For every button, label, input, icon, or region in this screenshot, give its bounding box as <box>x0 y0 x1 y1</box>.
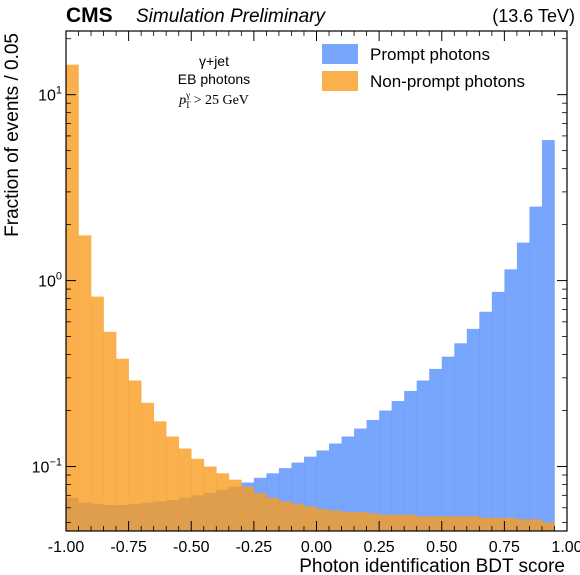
bar-prompt-photons-30 <box>441 356 455 531</box>
bar-non-prompt-photons-4 <box>116 358 129 531</box>
bar-non-prompt-photons-22 <box>341 511 355 531</box>
x-tick-label: -0.50 <box>173 539 210 556</box>
energy-label: (13.6 TeV) <box>492 6 575 26</box>
bar-non-prompt-photons-23 <box>354 511 367 531</box>
bar-non-prompt-photons-20 <box>316 509 330 531</box>
bar-non-prompt-photons-6 <box>141 402 154 531</box>
bar-non-prompt-photons-19 <box>303 506 317 531</box>
annotation-cut: pγ T > 25 GeV <box>178 90 249 110</box>
bar-prompt-photons-24 <box>366 419 380 531</box>
histogram-bars <box>66 64 555 532</box>
bar-prompt-photons-33 <box>479 311 493 531</box>
bar-non-prompt-photons-36 <box>516 519 530 531</box>
bar-prompt-photons-35 <box>504 269 518 531</box>
annotation-cut-value: > 25 GeV <box>194 93 249 108</box>
bar-non-prompt-photons-33 <box>479 517 493 531</box>
status-label: Simulation Preliminary <box>136 6 327 27</box>
bar-non-prompt-photons-8 <box>166 436 180 531</box>
bar-non-prompt-photons-14 <box>241 486 255 531</box>
cms-label: CMS <box>66 4 113 27</box>
y-axis-label: Fraction of events / 0.05 <box>2 33 23 237</box>
x-tick-label: 0.75 <box>489 539 520 556</box>
bar-non-prompt-photons-29 <box>429 516 443 531</box>
bar-prompt-photons-25 <box>379 410 392 531</box>
bar-non-prompt-photons-5 <box>128 380 142 531</box>
legend-swatch-nonprompt <box>322 71 358 91</box>
x-axis-label: Photon identification BDT score <box>299 556 565 575</box>
x-tick-label: 1.00 <box>551 539 580 556</box>
bar-prompt-photons-26 <box>391 401 405 531</box>
bar-prompt-photons-37 <box>529 206 543 532</box>
annotation-region: EB photons <box>178 71 250 87</box>
bar-non-prompt-photons-17 <box>278 501 292 531</box>
legend-swatch-prompt <box>322 44 358 64</box>
bar-non-prompt-photons-7 <box>153 421 167 531</box>
bar-non-prompt-photons-21 <box>329 510 342 531</box>
y-tick-label: 100 <box>38 271 62 291</box>
bar-non-prompt-photons-3 <box>103 331 117 531</box>
bar-non-prompt-photons-15 <box>253 493 267 531</box>
legend-label-nonprompt: Non-prompt photons <box>370 72 525 91</box>
bar-non-prompt-photons-25 <box>379 514 392 531</box>
bar-non-prompt-photons-11 <box>203 466 217 531</box>
bar-prompt-photons-22 <box>341 436 355 531</box>
bar-prompt-photons-38 <box>541 140 555 531</box>
bar-non-prompt-photons-9 <box>178 448 192 531</box>
annotation-cut-sub: T <box>185 100 191 110</box>
bar-prompt-photons-32 <box>466 328 480 531</box>
bar-prompt-photons-28 <box>416 380 430 531</box>
legend: Prompt photons Non-prompt photons <box>322 44 525 91</box>
bar-non-prompt-photons-16 <box>266 497 280 531</box>
bar-non-prompt-photons-37 <box>529 519 543 531</box>
x-tick-label: 0.50 <box>426 539 457 556</box>
bar-non-prompt-photons-30 <box>441 516 455 531</box>
bar-non-prompt-photons-1 <box>78 235 92 531</box>
annotation-cut-p: p <box>178 93 186 108</box>
bar-non-prompt-photons-26 <box>391 514 405 531</box>
x-tick-label: -1.00 <box>48 539 85 556</box>
bar-non-prompt-photons-0 <box>66 64 79 531</box>
bar-prompt-photons-23 <box>354 428 367 531</box>
bar-non-prompt-photons-24 <box>366 513 380 531</box>
y-tick-label: 10−1 <box>32 457 62 477</box>
bar-non-prompt-photons-10 <box>191 458 205 531</box>
bar-prompt-photons-34 <box>491 291 505 531</box>
bar-non-prompt-photons-28 <box>416 516 430 531</box>
bar-non-prompt-photons-13 <box>228 479 242 531</box>
bar-non-prompt-photons-2 <box>91 296 104 531</box>
annotation-cut-sup: γ <box>185 90 190 100</box>
x-tick-label: 0.25 <box>364 539 395 556</box>
axis-ticks: -1.00 -0.75 -0.50 -0.25 0.00 0.25 0.50 0.75 1.00… <box>32 31 580 556</box>
legend-label-prompt: Prompt photons <box>370 45 490 64</box>
bar-non-prompt-photons-38 <box>541 522 555 531</box>
bar-non-prompt-photons-32 <box>466 516 480 531</box>
x-tick-label: 0.00 <box>301 539 332 556</box>
bar-non-prompt-photons-34 <box>491 517 505 531</box>
bar-non-prompt-photons-31 <box>454 516 468 531</box>
x-tick-label: -0.75 <box>110 539 147 556</box>
bar-non-prompt-photons-35 <box>504 517 518 531</box>
bar-non-prompt-photons-27 <box>404 514 417 531</box>
bar-prompt-photons-29 <box>429 368 443 531</box>
y-tick-label: 101 <box>38 85 62 105</box>
annotation-process: γ+jet <box>199 53 229 69</box>
bar-prompt-photons-21 <box>329 443 342 531</box>
bar-prompt-photons-27 <box>404 390 417 531</box>
bar-prompt-photons-31 <box>454 343 468 531</box>
bar-prompt-photons-36 <box>516 242 530 531</box>
bar-non-prompt-photons-18 <box>291 503 305 531</box>
x-tick-label: -0.25 <box>236 539 273 556</box>
bar-non-prompt-photons-12 <box>216 473 230 531</box>
